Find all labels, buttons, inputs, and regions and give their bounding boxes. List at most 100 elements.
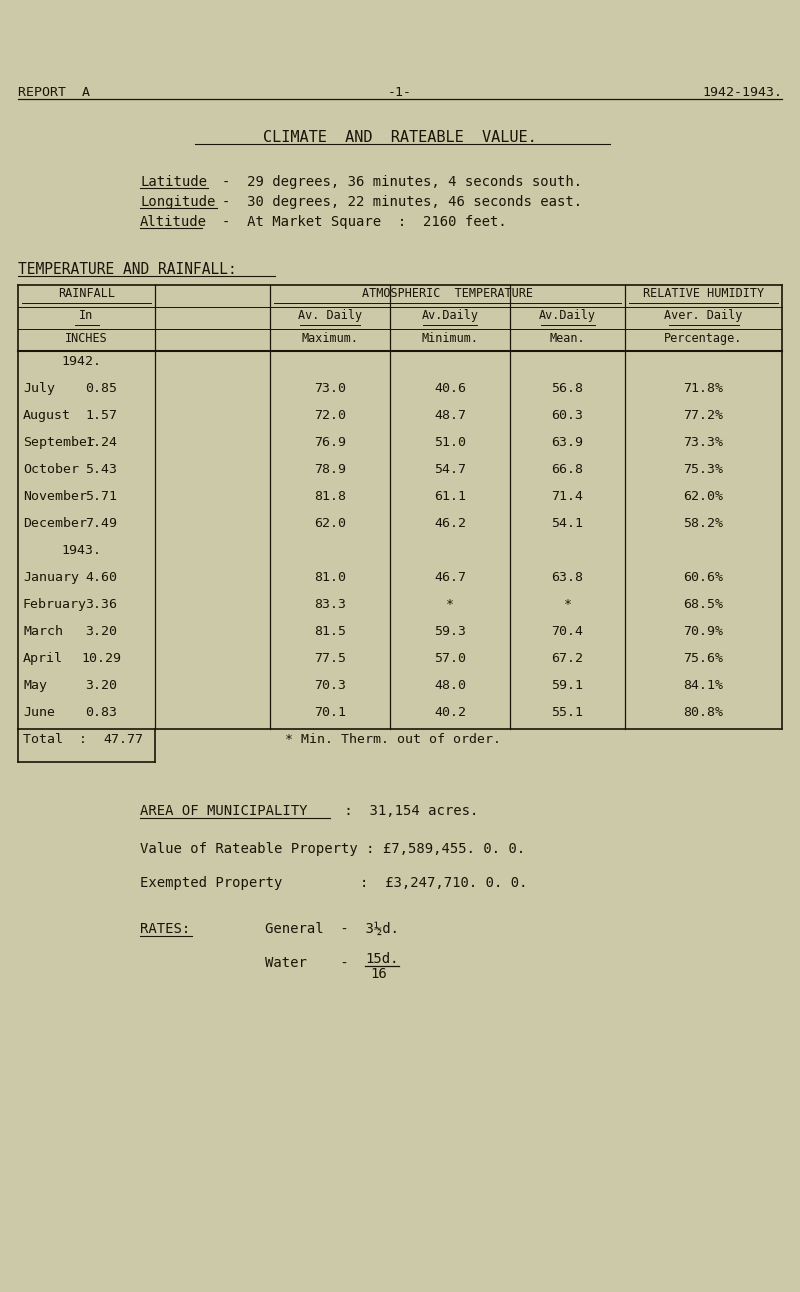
- Text: 72.0: 72.0: [314, 410, 346, 422]
- Text: October: October: [23, 463, 79, 475]
- Text: *: *: [563, 598, 571, 611]
- Text: Aver. Daily: Aver. Daily: [664, 309, 742, 322]
- Text: 15d.: 15d.: [365, 952, 398, 966]
- Text: In: In: [79, 309, 94, 322]
- Text: July: July: [23, 382, 55, 395]
- Text: 80.8%: 80.8%: [683, 705, 723, 720]
- Text: June: June: [23, 705, 55, 720]
- Text: 81.0: 81.0: [314, 571, 346, 584]
- Text: 75.3%: 75.3%: [683, 463, 723, 475]
- Text: January: January: [23, 571, 79, 584]
- Text: 73.0: 73.0: [314, 382, 346, 395]
- Text: 51.0: 51.0: [434, 435, 466, 450]
- Text: Maximum.: Maximum.: [302, 332, 358, 345]
- Text: * Min. Therm. out of order.: * Min. Therm. out of order.: [285, 733, 501, 745]
- Text: Av.Daily: Av.Daily: [422, 309, 478, 322]
- Text: 77.2%: 77.2%: [683, 410, 723, 422]
- Text: 1943.: 1943.: [62, 544, 102, 557]
- Text: February: February: [23, 598, 87, 611]
- Text: 77.5: 77.5: [314, 652, 346, 665]
- Text: 63.8: 63.8: [551, 571, 583, 584]
- Text: 1942.: 1942.: [62, 355, 102, 368]
- Text: April: April: [23, 652, 63, 665]
- Text: -1-: -1-: [388, 87, 412, 99]
- Text: 5.43: 5.43: [86, 463, 118, 475]
- Text: 59.1: 59.1: [551, 680, 583, 693]
- Text: Total  :: Total :: [23, 733, 87, 745]
- Text: 70.1: 70.1: [314, 705, 346, 720]
- Text: General  -  3½d.: General - 3½d.: [265, 922, 399, 935]
- Text: AREA OF MUNICIPALITY: AREA OF MUNICIPALITY: [140, 804, 307, 818]
- Text: :  31,154 acres.: : 31,154 acres.: [336, 804, 478, 818]
- Text: Av.Daily: Av.Daily: [539, 309, 596, 322]
- Text: 54.1: 54.1: [551, 517, 583, 530]
- Text: 3.20: 3.20: [86, 625, 118, 638]
- Text: Water    -: Water -: [265, 956, 349, 970]
- Text: 57.0: 57.0: [434, 652, 466, 665]
- Text: 84.1%: 84.1%: [683, 680, 723, 693]
- Text: 60.6%: 60.6%: [683, 571, 723, 584]
- Text: RATES:: RATES:: [140, 922, 190, 935]
- Text: 71.4: 71.4: [551, 490, 583, 503]
- Text: ATMOSPHERIC  TEMPERATURE: ATMOSPHERIC TEMPERATURE: [362, 287, 533, 300]
- Text: 58.2%: 58.2%: [683, 517, 723, 530]
- Text: September: September: [23, 435, 95, 450]
- Text: 3.36: 3.36: [86, 598, 118, 611]
- Text: 60.3: 60.3: [551, 410, 583, 422]
- Text: 56.8: 56.8: [551, 382, 583, 395]
- Text: TEMPERATURE AND RAINFALL:: TEMPERATURE AND RAINFALL:: [18, 262, 237, 276]
- Text: 10.29: 10.29: [82, 652, 122, 665]
- Text: 7.49: 7.49: [86, 517, 118, 530]
- Text: Mean.: Mean.: [550, 332, 586, 345]
- Text: 83.3: 83.3: [314, 598, 346, 611]
- Text: 3.20: 3.20: [86, 680, 118, 693]
- Text: 48.0: 48.0: [434, 680, 466, 693]
- Text: RAINFALL: RAINFALL: [58, 287, 115, 300]
- Text: 73.3%: 73.3%: [683, 435, 723, 450]
- Text: 71.8%: 71.8%: [683, 382, 723, 395]
- Text: Exempted Property: Exempted Property: [140, 876, 282, 890]
- Text: 46.7: 46.7: [434, 571, 466, 584]
- Text: 81.5: 81.5: [314, 625, 346, 638]
- Text: -  30 degrees, 22 minutes, 46 seconds east.: - 30 degrees, 22 minutes, 46 seconds eas…: [222, 195, 582, 209]
- Text: 0.83: 0.83: [86, 705, 118, 720]
- Text: 66.8: 66.8: [551, 463, 583, 475]
- Text: 76.9: 76.9: [314, 435, 346, 450]
- Text: 5.71: 5.71: [86, 490, 118, 503]
- Text: 75.6%: 75.6%: [683, 652, 723, 665]
- Text: REPORT  A: REPORT A: [18, 87, 90, 99]
- Text: 70.4: 70.4: [551, 625, 583, 638]
- Text: May: May: [23, 680, 47, 693]
- Text: 55.1: 55.1: [551, 705, 583, 720]
- Text: 40.6: 40.6: [434, 382, 466, 395]
- Text: 40.2: 40.2: [434, 705, 466, 720]
- Text: Longitude: Longitude: [140, 195, 215, 209]
- Text: 1.57: 1.57: [86, 410, 118, 422]
- Text: Latitude: Latitude: [140, 174, 207, 189]
- Text: Altitude: Altitude: [140, 214, 207, 229]
- Text: 59.3: 59.3: [434, 625, 466, 638]
- Text: Minimum.: Minimum.: [422, 332, 478, 345]
- Text: 63.9: 63.9: [551, 435, 583, 450]
- Text: RELATIVE HUMIDITY: RELATIVE HUMIDITY: [643, 287, 764, 300]
- Text: 78.9: 78.9: [314, 463, 346, 475]
- Text: CLIMATE  AND  RATEABLE  VALUE.: CLIMATE AND RATEABLE VALUE.: [263, 130, 537, 145]
- Text: November: November: [23, 490, 87, 503]
- Text: 1942-1943.: 1942-1943.: [702, 87, 782, 99]
- Text: -  29 degrees, 36 minutes, 4 seconds south.: - 29 degrees, 36 minutes, 4 seconds sout…: [222, 174, 582, 189]
- Text: Av. Daily: Av. Daily: [298, 309, 362, 322]
- Text: 48.7: 48.7: [434, 410, 466, 422]
- Text: 0.85: 0.85: [86, 382, 118, 395]
- Text: INCHES: INCHES: [65, 332, 108, 345]
- Text: 62.0: 62.0: [314, 517, 346, 530]
- Text: 61.1: 61.1: [434, 490, 466, 503]
- Text: 70.9%: 70.9%: [683, 625, 723, 638]
- Text: 4.60: 4.60: [86, 571, 118, 584]
- Text: 1.24: 1.24: [86, 435, 118, 450]
- Text: 62.0%: 62.0%: [683, 490, 723, 503]
- Text: 81.8: 81.8: [314, 490, 346, 503]
- Text: 47.77: 47.77: [103, 733, 143, 745]
- Text: Percentage.: Percentage.: [664, 332, 742, 345]
- Text: December: December: [23, 517, 87, 530]
- Text: -  At Market Square  :  2160 feet.: - At Market Square : 2160 feet.: [222, 214, 506, 229]
